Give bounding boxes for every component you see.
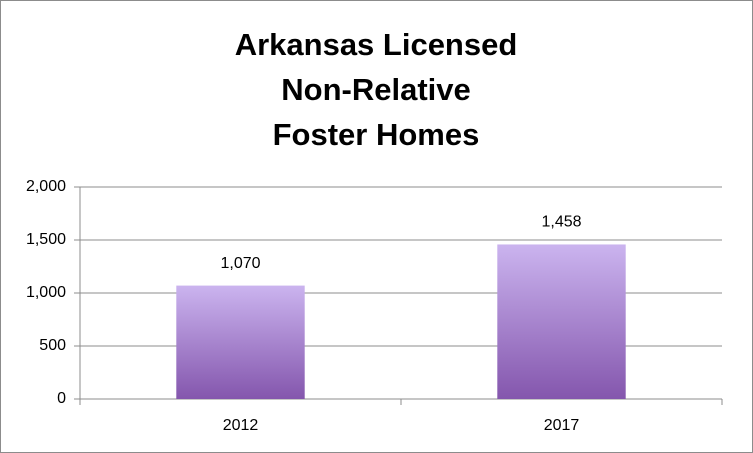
y-tick-label: 2,000 bbox=[26, 178, 66, 195]
bar bbox=[176, 285, 305, 399]
y-tick-label: 500 bbox=[39, 337, 66, 354]
chart-title: Non-Relative bbox=[281, 72, 470, 107]
x-tick-label: 2012 bbox=[223, 417, 259, 434]
chart-title: Foster Homes bbox=[273, 117, 480, 152]
chart-title: Arkansas Licensed bbox=[235, 27, 518, 62]
data-label: 1,458 bbox=[541, 214, 581, 231]
data-label: 1,070 bbox=[220, 255, 260, 272]
y-tick-label: 0 bbox=[57, 390, 66, 407]
y-tick-label: 1,500 bbox=[26, 231, 66, 248]
bar bbox=[497, 244, 626, 399]
y-tick-label: 1,000 bbox=[26, 284, 66, 301]
x-tick-label: 2017 bbox=[544, 417, 580, 434]
